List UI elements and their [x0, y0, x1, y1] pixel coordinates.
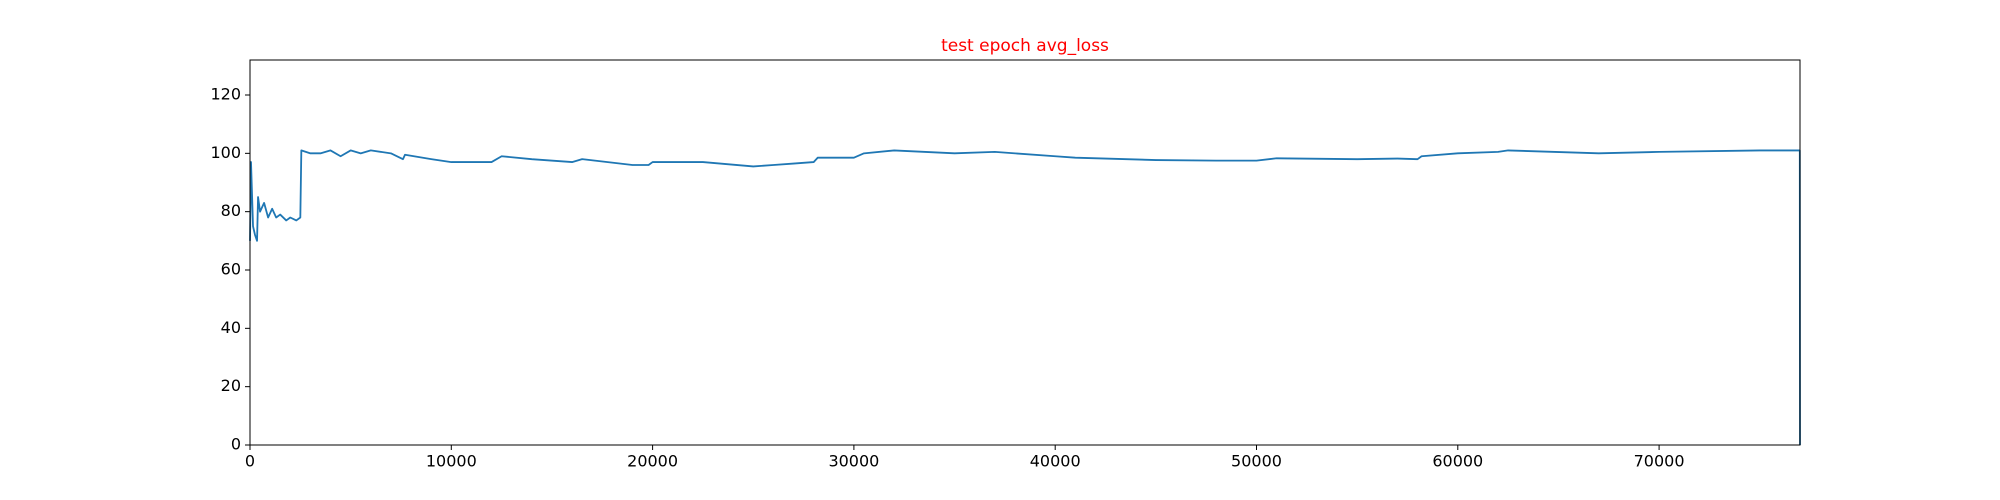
x-tick-label: 20000 [627, 452, 678, 471]
y-tick-label: 40 [221, 318, 241, 337]
y-tick-label: 0 [231, 435, 241, 454]
x-tick-label: 10000 [426, 452, 477, 471]
plot-frame [249, 59, 1801, 446]
y-tick-label: 80 [221, 201, 241, 220]
y-tick-label: 20 [221, 376, 241, 395]
chart-title: test epoch avg_loss [941, 36, 1109, 56]
y-tick-label: 100 [210, 143, 241, 162]
y-tick-label: 120 [210, 85, 241, 104]
x-tick-label: 50000 [1231, 452, 1282, 471]
data-line [249, 149, 1801, 446]
x-tick-label: 60000 [1432, 452, 1483, 471]
x-tick-label: 40000 [1030, 452, 1081, 471]
x-tick-label: 70000 [1634, 452, 1685, 471]
y-tick-label: 60 [221, 260, 241, 279]
x-tick-label: 30000 [828, 452, 879, 471]
x-tick-label: 0 [245, 452, 255, 471]
